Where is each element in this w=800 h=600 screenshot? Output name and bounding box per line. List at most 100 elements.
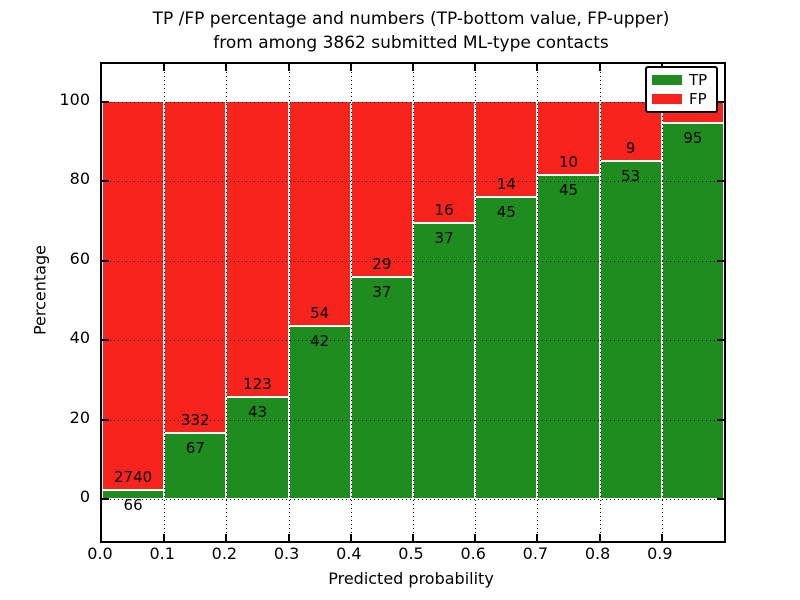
fp-count-label: 29: [372, 255, 392, 274]
tp-bar-segment: [165, 432, 226, 499]
x-tick-label-0.7: 0.7: [522, 544, 549, 563]
y-tick-mark: [102, 180, 109, 183]
fp-count-label: 14: [496, 175, 516, 194]
x-tick-mark-top: [349, 64, 352, 71]
stacked-bar-bin-0.9-1.0: [661, 102, 724, 499]
fp-bar-segment: [289, 102, 350, 326]
x-tick-label-0.6: 0.6: [460, 544, 486, 563]
tp-count-label: 66: [123, 496, 143, 515]
y-tick-mark: [102, 498, 109, 500]
x-tick-mark: [412, 534, 414, 541]
fp-bar-segment: [227, 102, 288, 397]
x-tick-mark-top: [598, 64, 601, 71]
fp-bar-segment: [165, 102, 226, 433]
x-tick-mark: [660, 534, 663, 541]
fp-count-label: 9: [625, 138, 636, 157]
chart-title-line1: TP /FP percentage and numbers (TP-bottom…: [152, 9, 670, 29]
legend: TP FP: [645, 66, 718, 113]
legend-entry-tp: TP: [652, 72, 711, 88]
grid-line-v-0.8: [599, 64, 601, 541]
x-tick-mark-top: [536, 64, 539, 71]
fp-bar-segment: [351, 102, 412, 277]
y-tick-mark-right: [717, 339, 724, 342]
x-tick-mark: [163, 534, 166, 541]
tp-count-label: 95: [683, 128, 703, 147]
grid-line-v-0.2: [226, 64, 228, 541]
fp-bar-segment: [103, 102, 164, 490]
x-tick-label-0.3: 0.3: [273, 544, 300, 563]
x-tick-label-0.2: 0.2: [211, 544, 238, 563]
x-tick-mark-top: [412, 64, 414, 71]
x-tick-label-0.9: 0.9: [647, 544, 673, 563]
tp-bar-segment: [662, 121, 723, 499]
stacked-bar-bin-0.1-0.2: [164, 102, 227, 499]
tp-count-label: 37: [434, 228, 454, 247]
grid-line-v-0.3: [288, 64, 290, 541]
tp-bar-segment: [600, 159, 661, 499]
tp-bar-segment: [414, 221, 475, 499]
tp-count-label: 53: [621, 166, 641, 185]
x-tick-mark: [598, 534, 601, 541]
tp-legend-swatch: [652, 75, 682, 86]
tp-count-label: 42: [310, 332, 330, 351]
grid-line-v-0.4: [350, 64, 352, 541]
y-tick-mark-right: [717, 180, 724, 183]
tp-count-label: 45: [496, 203, 516, 222]
y-tick-label-40: 40: [69, 328, 90, 348]
y-tick-mark: [102, 418, 109, 421]
tp-count-label: 37: [372, 283, 392, 302]
grid-line-v-0.5: [413, 64, 414, 541]
y-tick-mark: [102, 259, 109, 262]
x-tick-mark-top: [225, 64, 228, 71]
x-tick-label-0.8: 0.8: [584, 544, 611, 563]
x-tick-mark-top: [474, 64, 477, 71]
x-tick-label-0.1: 0.1: [149, 544, 175, 563]
stacked-bar-bin-0.8-0.9: [599, 102, 662, 499]
y-tick-label-60: 60: [69, 248, 90, 268]
y-tick-mark-right: [717, 498, 724, 500]
tp-bar-segment: [103, 489, 164, 499]
fp-count-label: 332: [180, 411, 210, 430]
x-tick-label-0.4: 0.4: [336, 544, 362, 563]
fp-count-label: 123: [243, 375, 272, 394]
fp-bar-segment: [414, 102, 475, 222]
tp-bar-segment: [476, 196, 537, 499]
chart-title-line2: from among 3862 submitted ML-type contac…: [213, 33, 609, 53]
x-tick-mark: [287, 534, 290, 541]
x-tick-mark: [349, 534, 352, 541]
y-tick-label-0: 0: [79, 487, 90, 506]
tp-bar-segment: [538, 174, 599, 499]
stacked-bar-bin-0.2-0.3: [226, 102, 289, 499]
y-tick-label-80: 80: [69, 169, 90, 189]
y-tick-label-20: 20: [69, 407, 90, 427]
fp-count-label: 54: [310, 304, 330, 323]
legend-entry-fp: FP: [652, 91, 711, 107]
y-tick-mark-right: [717, 101, 724, 103]
grid-line-v-0.6: [475, 64, 477, 541]
tp-count-label: 67: [185, 439, 205, 458]
x-tick-label-0.5: 0.5: [398, 544, 424, 563]
stacked-bar-bin-0.6-0.7: [475, 102, 538, 499]
x-tick-mark-top: [287, 64, 290, 71]
tp-count-label: 45: [558, 181, 579, 200]
fp-legend-label: FP: [689, 89, 707, 108]
fp-bar-segment: [538, 102, 599, 175]
y-axis-label: Percentage: [30, 245, 50, 336]
tp-bar-segment: [289, 325, 350, 499]
x-axis-label: Predicted probability: [328, 569, 494, 588]
fp-bar-segment: [476, 102, 537, 197]
tp-legend-label: TP: [689, 71, 708, 90]
x-tick-mark: [536, 534, 539, 541]
y-tick-mark-right: [717, 418, 724, 421]
stacked-bar-bin-0.5-0.6: [413, 102, 476, 499]
grid-line-v-0.9: [661, 64, 663, 541]
x-tick-mark: [225, 534, 228, 541]
y-tick-mark: [102, 339, 109, 342]
tp-count-label: 43: [247, 403, 268, 422]
fp-count-label: 2740: [114, 468, 153, 487]
y-tick-mark-right: [717, 259, 724, 262]
y-tick-mark: [102, 101, 109, 103]
x-tick-mark: [474, 534, 477, 541]
y-tick-label-100: 100: [59, 90, 90, 109]
